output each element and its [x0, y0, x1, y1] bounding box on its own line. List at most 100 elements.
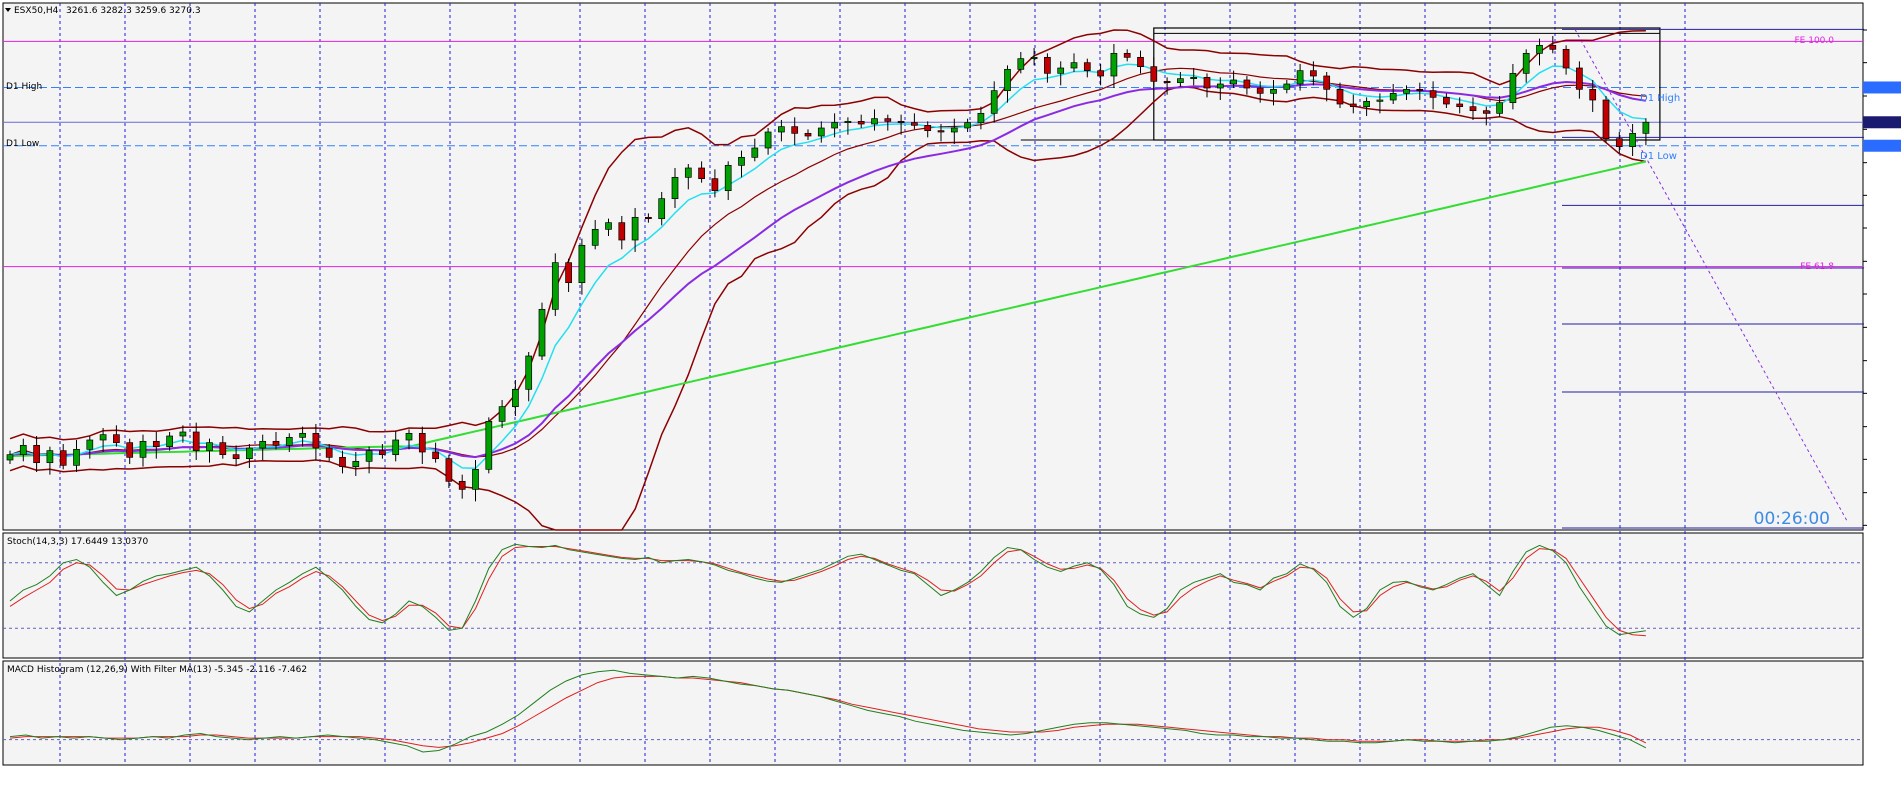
candle-body	[1190, 76, 1198, 80]
candle-body	[1615, 138, 1623, 148]
candle-body	[1416, 88, 1424, 92]
bar-countdown: 00:26:00	[1754, 509, 1830, 529]
d1-high-label-left: D1 High	[6, 82, 42, 92]
candle-body	[59, 450, 67, 466]
candle-body	[791, 126, 799, 134]
candle-body	[551, 262, 559, 310]
bollinger-upper	[9, 29, 1646, 441]
candle-body	[778, 126, 785, 133]
candle-body	[418, 432, 426, 453]
candle-body	[618, 222, 626, 241]
chart-header-ohlc: 3261.6 3282.3 3259.6 3270.3	[66, 6, 201, 16]
candle-body	[1496, 102, 1503, 114]
candle-body	[472, 468, 479, 490]
candle-body	[831, 122, 838, 129]
candle-body	[166, 435, 173, 448]
candle-body	[1070, 62, 1078, 69]
fib-diagonal	[1574, 29, 1849, 523]
candle-body	[458, 480, 466, 490]
candle-body	[911, 122, 918, 126]
candle-body	[1123, 52, 1131, 58]
stoch-main-line	[9, 543, 1646, 636]
candle-body	[86, 439, 94, 450]
candle-body	[206, 442, 213, 452]
candle-body	[631, 216, 639, 241]
candle-body	[724, 164, 732, 192]
candle-body	[1376, 99, 1384, 102]
candle-body	[139, 440, 147, 458]
candle-body	[1562, 48, 1570, 69]
candle-body	[179, 431, 187, 437]
candle-body	[365, 450, 373, 462]
candle-body	[1482, 110, 1490, 114]
chart-header-symbol: ESX50,H4	[14, 6, 59, 16]
candle-body	[312, 432, 320, 449]
candle-body	[1097, 70, 1104, 77]
candle-body	[671, 176, 679, 200]
candle-body	[285, 436, 293, 446]
candle-body	[485, 420, 493, 470]
candle-body	[1469, 106, 1477, 112]
candle-body	[432, 451, 439, 460]
candle-body	[1589, 88, 1597, 101]
price-box	[1863, 139, 1901, 152]
candle-body	[1030, 56, 1038, 60]
ema-fast-line	[9, 63, 1646, 470]
candle-body	[1456, 103, 1464, 108]
candle-body	[126, 442, 134, 458]
candle-body	[1017, 58, 1025, 70]
candle-body	[1296, 70, 1304, 85]
stochastic-lines	[3, 543, 1863, 637]
candle-body	[538, 308, 546, 357]
candle-body	[1216, 83, 1224, 89]
candle-body	[897, 120, 905, 124]
candle-body	[152, 440, 160, 448]
candle-body	[605, 222, 612, 230]
candle-body	[405, 432, 413, 441]
candle-body	[578, 244, 586, 284]
d1-low-label-right: D1 Low	[1640, 151, 1677, 162]
candle-body	[1110, 52, 1118, 77]
candle-body	[764, 131, 772, 149]
candle-body	[325, 447, 333, 458]
candle-body	[512, 388, 519, 408]
collapse-arrow-icon[interactable]	[5, 8, 11, 12]
candle-body	[591, 228, 599, 246]
candle-body	[990, 90, 998, 114]
candle-body	[738, 156, 745, 166]
candle-body	[1363, 100, 1370, 108]
d1-low-label-left: D1 Low	[6, 139, 39, 149]
candle-body	[1044, 56, 1051, 74]
macd-main-line	[9, 669, 1647, 753]
candle-body	[1629, 132, 1636, 148]
candle-body	[498, 406, 506, 422]
candle-body	[684, 167, 692, 178]
candle-body	[1004, 68, 1011, 92]
candle-body	[1270, 88, 1277, 94]
candle-body	[46, 450, 54, 464]
candle-body	[871, 118, 878, 125]
stoch-title: Stoch(14,3,3) 17.6449 13.0370	[7, 537, 148, 547]
candle-body	[113, 434, 120, 444]
candle-body	[1310, 70, 1317, 77]
candle-body	[99, 434, 107, 441]
candle-body	[857, 120, 865, 125]
candle-body	[711, 178, 719, 192]
candle-body	[1243, 79, 1251, 89]
candle-body	[645, 216, 652, 220]
candle-body	[844, 120, 852, 124]
candle-body	[1203, 76, 1211, 89]
candle-body	[658, 198, 666, 220]
price-axis	[1863, 29, 1901, 526]
candle-body	[272, 440, 280, 446]
candle-body	[1230, 79, 1237, 85]
candle-body	[445, 458, 453, 482]
candle-body	[1389, 92, 1397, 101]
candle-body	[565, 262, 572, 284]
macd-lines	[3, 669, 1863, 753]
candle-body	[1443, 96, 1450, 105]
candle-body	[1522, 52, 1530, 74]
candle-body	[339, 456, 346, 468]
candle-body	[1536, 44, 1543, 54]
